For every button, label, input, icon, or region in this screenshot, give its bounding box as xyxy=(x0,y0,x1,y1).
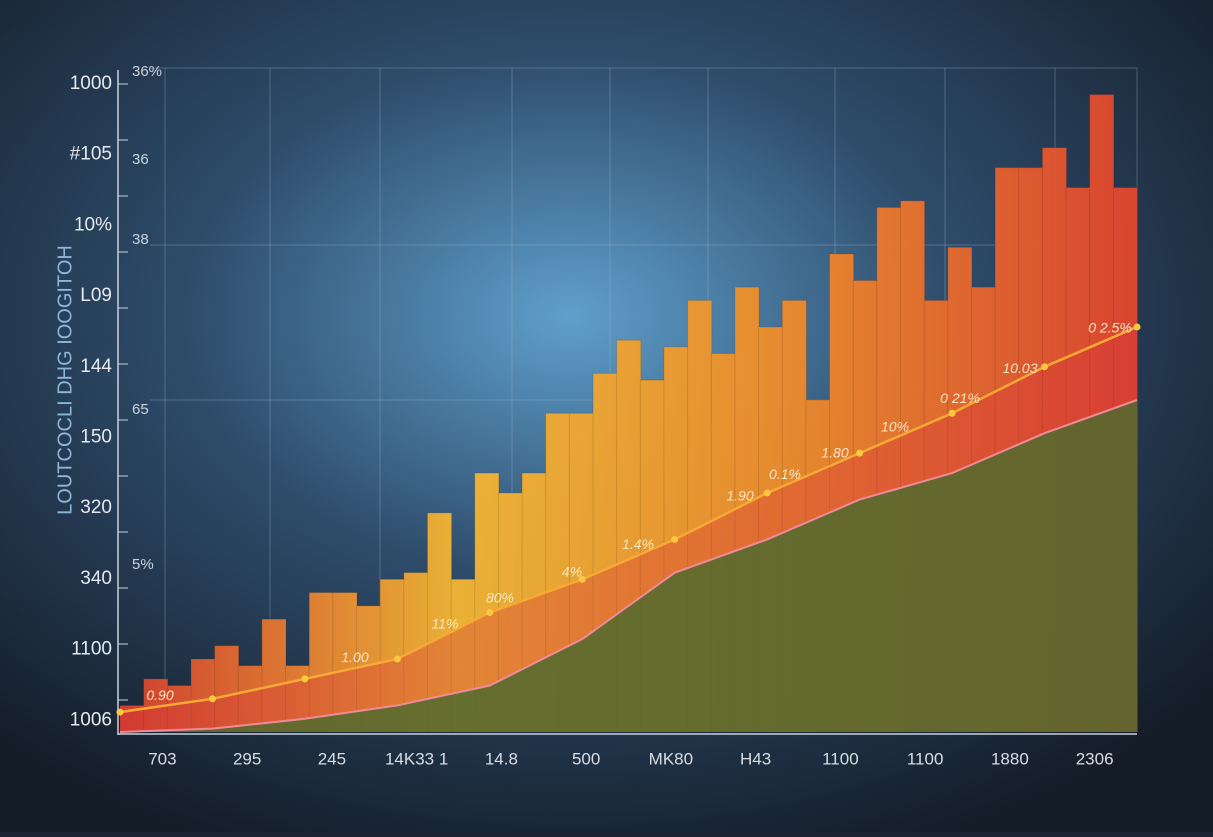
annotation: 0.90 xyxy=(146,687,173,703)
x-tick-label: H43 xyxy=(740,749,771,768)
annotation: 80% xyxy=(486,590,514,606)
line-point xyxy=(1133,323,1141,331)
line-point xyxy=(671,535,679,543)
y-tick-label-secondary: 36% xyxy=(132,63,162,80)
y-tick-label: 340 xyxy=(80,568,112,589)
y-tick-label-secondary: 65 xyxy=(132,401,149,418)
bar xyxy=(237,665,263,733)
area xyxy=(120,400,1137,732)
annotation: 1.80 xyxy=(821,444,848,460)
bar xyxy=(214,645,240,733)
annotation: 0.1% xyxy=(769,466,801,482)
x-tick-label: 245 xyxy=(318,749,346,768)
line-point xyxy=(856,449,864,457)
y-tick-label: L09 xyxy=(80,285,112,306)
annotation: 4% xyxy=(562,564,582,580)
line-point xyxy=(393,655,401,663)
line xyxy=(119,325,1138,714)
x-tick-label: 1100 xyxy=(822,749,859,768)
x-tick-label: 1100 xyxy=(907,749,944,768)
y-tick-label: 150 xyxy=(80,427,112,448)
bar xyxy=(190,658,216,733)
line-point xyxy=(486,608,494,616)
y-tick-label-secondary: 5% xyxy=(132,556,154,573)
y-tick-label-secondary: 38 xyxy=(132,231,149,248)
annotation: 10.03 xyxy=(1002,360,1037,376)
annotation: 1.00 xyxy=(341,649,368,665)
annotation: 0 21% xyxy=(940,390,980,406)
line-point xyxy=(1041,363,1049,371)
line-point xyxy=(578,575,586,583)
x-tick-label: 500 xyxy=(572,749,600,768)
x-tick-label: 14K33 1 xyxy=(385,749,448,768)
x-tick-label: 2306 xyxy=(1076,749,1114,768)
annotation: 1.4% xyxy=(622,536,654,552)
annotation: 11% xyxy=(432,616,459,632)
annotation: 0 2.5% xyxy=(1088,319,1132,335)
annotation: 10% xyxy=(881,419,909,435)
x-tick-label: 1880 xyxy=(991,749,1029,768)
line-point xyxy=(301,675,309,683)
y-tick-label: 320 xyxy=(80,497,112,518)
line-point xyxy=(948,409,956,417)
y-tick-label: 1006 xyxy=(70,709,112,730)
x-tick-label: 703 xyxy=(148,749,176,768)
y-tick-label: #105 xyxy=(70,144,112,165)
y-tick-label: 1000 xyxy=(70,73,112,94)
y-axis-title: LOUTCOCLI DHG IOOGITOH xyxy=(54,245,76,515)
line-point xyxy=(763,489,771,497)
x-tick-label: 295 xyxy=(233,749,261,768)
x-tick-label: MK80 xyxy=(649,749,693,768)
area-edge xyxy=(119,399,1138,733)
y-tick-label: 10% xyxy=(74,214,112,235)
y-tick-label: 1100 xyxy=(71,639,112,660)
y-tick-label-secondary: 36 xyxy=(132,151,149,168)
line-point xyxy=(116,708,124,716)
line-point xyxy=(208,695,216,703)
x-tick-label: 14.8 xyxy=(485,749,518,768)
annotation: 1.90 xyxy=(726,487,753,503)
y-tick-label: 144 xyxy=(80,356,112,377)
